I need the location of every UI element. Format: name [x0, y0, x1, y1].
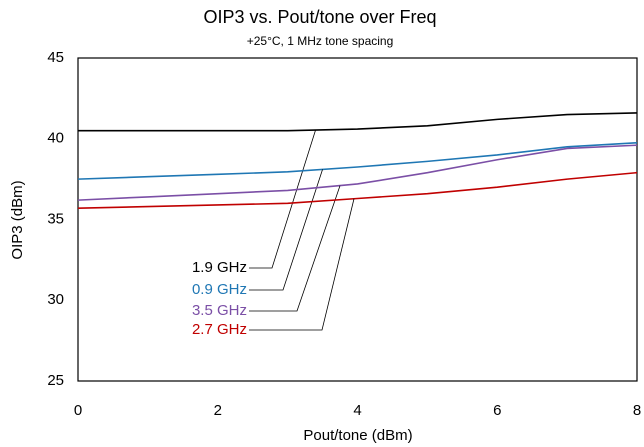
series-label: 3.5 GHz [192, 302, 247, 319]
series-label: 0.9 GHz [192, 281, 247, 298]
y-tick-label: 25 [47, 372, 64, 389]
x-tick-label: 4 [353, 402, 361, 419]
series-line [78, 112, 638, 132]
leader-line [249, 198, 355, 331]
x-tick-label: 6 [493, 402, 501, 419]
leader-line [249, 129, 316, 269]
x-axis-label: Pout/tone (dBm) [303, 427, 412, 444]
chart-subtitle: +25°C, 1 MHz tone spacing [247, 34, 394, 48]
series-label: 2.7 GHz [192, 321, 247, 338]
leader-line [249, 169, 323, 291]
y-tick-label: 35 [47, 210, 64, 227]
series-line [77, 141, 638, 180]
x-tick-label: 8 [633, 402, 641, 419]
chart-title: OIP3 vs. Pout/tone over Freq [203, 7, 436, 27]
x-tick-label: 2 [214, 402, 222, 419]
series-label: 1.9 GHz [192, 259, 247, 276]
y-tick-label: 30 [47, 291, 64, 308]
y-tick-label: 40 [47, 130, 64, 147]
plot-frame [77, 57, 638, 382]
y-tick-label: 45 [47, 49, 64, 66]
series-line [77, 144, 638, 201]
y-axis-label: OIP3 (dBm) [9, 180, 26, 259]
leader-line [249, 185, 341, 312]
x-tick-label: 0 [74, 402, 82, 419]
series-line [77, 171, 638, 209]
